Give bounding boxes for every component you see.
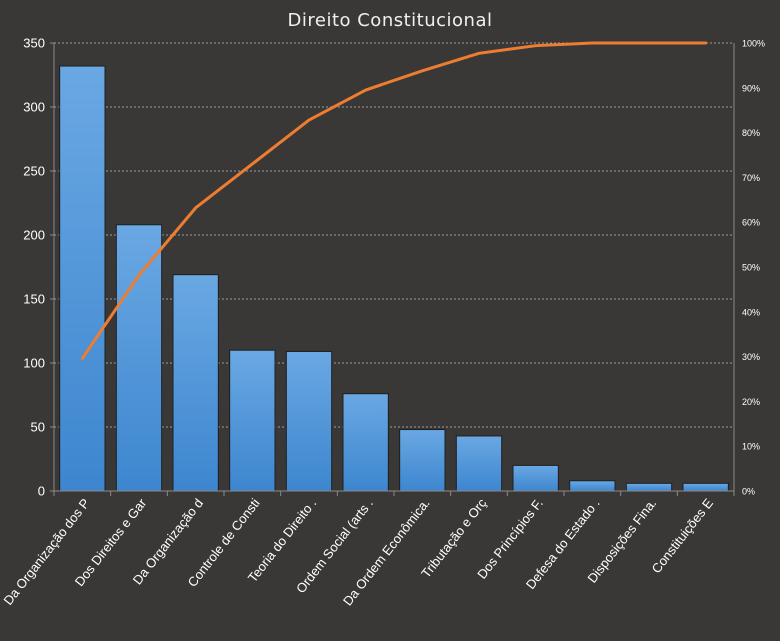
y-axis-ticks: 0 50 100 150 200 250 300 350: [23, 36, 45, 499]
y2-tick-label: 0%: [742, 487, 755, 497]
gridlines: [54, 42, 734, 428]
bar: [285, 350, 333, 492]
y2-tick-label: 100%: [742, 39, 765, 49]
bar: [342, 393, 389, 492]
y-tick-label: 350: [23, 36, 45, 51]
y2-axis-ticks: 0% 10% 20% 30% 40% 50% 60% 70% 80% 90% 100%: [742, 39, 765, 497]
y2-tick-label: 70%: [742, 173, 760, 183]
bar: [172, 274, 219, 492]
chart-title: Direito Constitucional: [288, 10, 493, 31]
y-tick-label: 150: [23, 292, 45, 307]
y2-tick-label: 30%: [742, 352, 760, 362]
y2-tick-label: 80%: [742, 128, 760, 138]
y2-tick-label: 20%: [742, 397, 760, 407]
bar: [625, 482, 673, 492]
bar: [512, 464, 559, 492]
bar: [399, 429, 446, 492]
bar: [229, 349, 276, 492]
y-tick-label: 200: [23, 228, 45, 243]
y-tick-label: 100: [23, 356, 45, 371]
y-tick-label: 0: [38, 484, 45, 499]
bar: [569, 480, 616, 492]
y2-tick-label: 50%: [742, 263, 760, 273]
y2-tick-label: 60%: [742, 218, 760, 228]
y-tick-label: 50: [31, 420, 45, 435]
bar: [682, 482, 729, 492]
bar: [59, 65, 106, 492]
x-tick-label: Constituições E: [649, 495, 717, 576]
cumulative-line-group: [80, 41, 708, 360]
bar: [115, 224, 163, 492]
y-tick-label: 300: [23, 100, 45, 115]
bar: [455, 435, 503, 492]
cumulative-line: [80, 41, 708, 360]
bars: [59, 65, 729, 492]
y2-tick-label: 10%: [742, 442, 760, 452]
y2-tick-label: 90%: [742, 83, 760, 93]
axes: [50, 42, 735, 496]
y2-tick-label: 40%: [742, 307, 760, 317]
y-tick-label: 250: [23, 164, 45, 179]
x-tick-label: Da Organização dos P: [0, 496, 92, 608]
